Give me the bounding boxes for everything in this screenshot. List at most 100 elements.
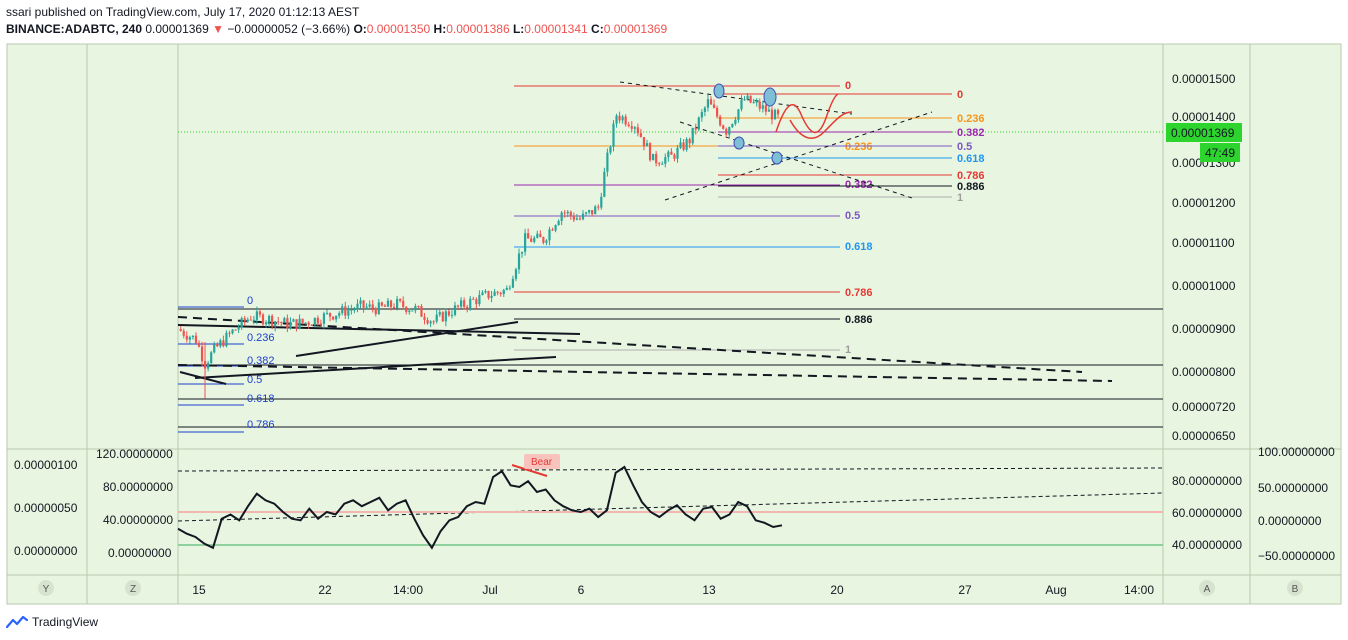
candle-body xyxy=(661,163,664,165)
candle-body xyxy=(505,287,508,290)
candle-body xyxy=(679,142,682,148)
candle-body xyxy=(341,306,344,314)
candle-body xyxy=(322,313,326,324)
candle-body xyxy=(350,309,353,311)
countdown-badge xyxy=(1200,143,1240,162)
candle-body xyxy=(670,151,673,155)
time-axis[interactable]: 15 22 14:00 Jul 6 13 20 27 Aug 14:00 xyxy=(192,583,1154,597)
candle-body xyxy=(712,104,716,108)
indicator-inner-right-tick: 40.00000000 xyxy=(1172,538,1242,552)
candle-body xyxy=(304,322,307,324)
price-tick: 0.00000720 xyxy=(1172,400,1236,414)
candle-body xyxy=(441,312,444,322)
candle-body xyxy=(542,237,545,243)
price-chart[interactable]: 0 0.236 0.382 0.5 0.618 0.786 0.886 1 0 … xyxy=(0,0,1348,610)
indicator-pane[interactable]: Bear xyxy=(177,454,1164,550)
open-label: O: xyxy=(353,22,367,36)
candle-body xyxy=(319,323,323,325)
candle-body xyxy=(207,363,210,369)
candle-body xyxy=(292,319,295,322)
dashed-trendline-lower xyxy=(177,364,1113,382)
candle-body xyxy=(524,233,527,252)
time-tick: 6 xyxy=(578,583,585,597)
candle-body xyxy=(283,318,286,323)
candle-body xyxy=(216,343,219,347)
axis-badge-label: A xyxy=(1204,584,1211,595)
candle-body xyxy=(584,212,588,214)
candle-body xyxy=(246,319,249,322)
candle-body xyxy=(578,218,582,220)
indicator-inner-right-tick: 80.00000000 xyxy=(1172,474,1242,488)
candle-body xyxy=(463,300,466,307)
candle-body xyxy=(328,312,332,317)
candle-body xyxy=(566,211,569,214)
candle-body xyxy=(286,318,289,329)
candle-body xyxy=(447,311,451,316)
candle-body xyxy=(405,306,408,313)
candle-body xyxy=(191,335,195,338)
indicator-inner-left-tick: 0.00000000 xyxy=(108,546,172,560)
candle-body xyxy=(395,299,399,309)
indicator-dashed-upper xyxy=(177,467,1164,472)
chart-background xyxy=(7,44,1341,604)
fib-lower-label-0618: 0.618 xyxy=(247,393,275,405)
candle-body xyxy=(225,332,228,347)
candle-body xyxy=(658,163,661,165)
candle-body xyxy=(664,157,667,164)
candle-body xyxy=(648,143,652,161)
candle-body xyxy=(411,310,414,312)
candle-body xyxy=(423,316,426,321)
axis-badge[interactable] xyxy=(1199,580,1215,596)
axis-badge[interactable] xyxy=(1287,580,1303,596)
symbol-label[interactable]: BINANCE:ADABTC, 240 xyxy=(6,22,143,36)
candle-body xyxy=(295,319,298,329)
candle-body xyxy=(673,154,676,159)
candle-body xyxy=(359,300,362,304)
candle-body xyxy=(517,253,521,270)
fib-small-label-0886: 0.886 xyxy=(957,181,985,193)
candle-body xyxy=(572,215,575,220)
candle-body xyxy=(380,302,383,306)
candle-body xyxy=(383,305,387,307)
candle-body xyxy=(563,212,566,214)
axis-badge[interactable] xyxy=(38,580,54,596)
solid-trendline-lower xyxy=(194,356,557,379)
price-axis[interactable]: 0.00001500 0.00001400 0.00001300 0.00001… xyxy=(1172,72,1236,443)
last-price-badge-text: 0.00001369 xyxy=(1171,126,1235,140)
candle-body xyxy=(603,171,606,197)
candle-body xyxy=(615,115,618,124)
indicator-outer-right-tick: 0.00000000 xyxy=(1258,514,1322,528)
candle-body xyxy=(545,240,548,243)
candle-body xyxy=(499,292,502,295)
high-value: 0.00001386 xyxy=(446,22,510,36)
fib-small-label-0: 0 xyxy=(957,89,963,101)
candle-body xyxy=(609,146,612,153)
indicator-inner-left-tick: 80.00000000 xyxy=(103,480,173,494)
candle-body xyxy=(261,314,265,325)
projection-curve-2 xyxy=(789,111,853,139)
candle-body xyxy=(676,147,679,159)
fib-big-label-05: 0.5 xyxy=(845,210,860,222)
candle-body xyxy=(231,329,234,334)
candle-body xyxy=(511,278,515,288)
candle-body xyxy=(392,307,396,309)
candle-body xyxy=(527,233,530,239)
candle-body xyxy=(222,340,225,347)
candle-body xyxy=(746,95,749,100)
candle-body xyxy=(776,109,780,115)
tradingview-logo-icon[interactable] xyxy=(6,615,28,629)
triangle-cross-dashed xyxy=(679,121,913,199)
axis-badge[interactable] xyxy=(125,580,141,596)
bear-label-box xyxy=(524,454,560,469)
candle-body xyxy=(752,102,755,104)
candle-body xyxy=(277,321,280,323)
time-tick: Jul xyxy=(482,583,497,597)
candle-body xyxy=(298,318,301,329)
candle-body xyxy=(368,304,371,307)
candle-body xyxy=(709,99,713,105)
candle-body xyxy=(621,116,624,121)
brand-name[interactable]: TradingView xyxy=(32,615,99,629)
candle-body xyxy=(706,99,710,108)
candle-body xyxy=(700,111,703,118)
candle-body xyxy=(335,315,338,320)
